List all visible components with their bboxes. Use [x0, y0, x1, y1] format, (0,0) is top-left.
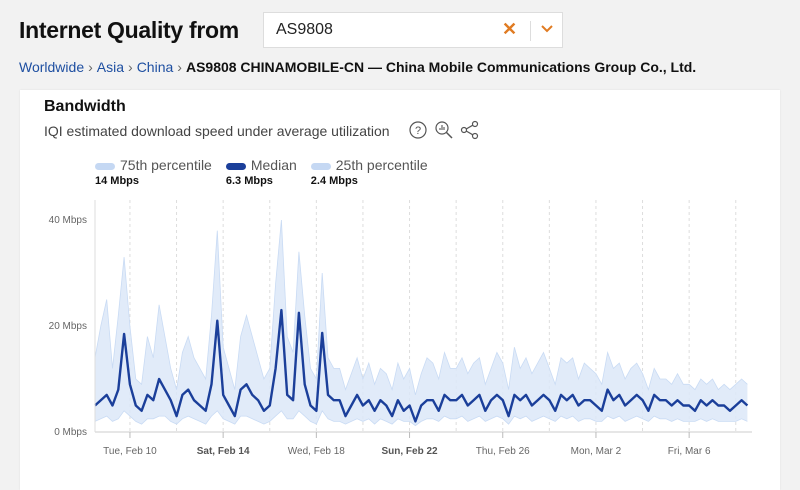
x-tick-label: Mon, Mar 2: [571, 446, 622, 457]
chevron-right-icon: ›: [128, 59, 133, 75]
network-search-box[interactable]: ✕: [263, 12, 563, 48]
bandwidth-chart[interactable]: 0 Mbps 20 Mbps 40 Mbps Tue, Feb 10 Sat, Feb …: [0, 0, 800, 476]
breadcrumb-asia[interactable]: Asia: [96, 59, 125, 75]
legend-swatch: [95, 162, 115, 170]
y-tick-label: 40 Mbps: [49, 215, 87, 226]
legend-value: 2.4 Mbps: [310, 175, 358, 187]
chevron-right-icon: ›: [88, 59, 93, 75]
card-subtitle: IQI estimated download speed under avera…: [44, 123, 390, 139]
percentile-band-area: [95, 220, 748, 426]
legend-label: Median: [250, 157, 297, 173]
x-tick-label: Sat, Feb 14: [197, 446, 250, 457]
y-tick-label: 0 Mbps: [54, 427, 87, 438]
breadcrumb-current: AS9808 CHINAMOBILE-CN — China Mobile Com…: [185, 59, 697, 75]
x-tick-label: Wed, Feb 18: [288, 446, 346, 457]
x-tick-label: Thu, Feb 26: [476, 446, 530, 457]
share-icon[interactable]: [460, 120, 480, 140]
legend-value: 14 Mbps: [95, 175, 140, 187]
bandwidth-card: Bandwidth IQI estimated download speed u…: [20, 90, 780, 490]
chevron-right-icon: ›: [177, 59, 182, 75]
x-icon[interactable]: ✕: [502, 19, 518, 39]
help-icon[interactable]: ?: [408, 120, 428, 140]
x-tick-label: Tue, Feb 10: [103, 446, 157, 457]
p25-series-line: [94, 409, 748, 427]
page-title: Internet Quality from: [19, 17, 239, 43]
legend-label: 25th percentile: [335, 157, 428, 173]
legend-label: 75th percentile: [120, 157, 212, 173]
legend-value: 6.3 Mbps: [225, 175, 273, 187]
chevron-down-icon[interactable]: [540, 22, 554, 36]
network-search-input[interactable]: [276, 21, 476, 39]
breadcrumb-worldwide[interactable]: Worldwide: [19, 59, 85, 75]
card-title: Bandwidth: [44, 98, 126, 115]
x-tick-label: Fri, Mar 6: [668, 446, 711, 457]
p75-series-line: [94, 219, 748, 396]
legend-item-p25[interactable]: 25th percentile 2.4 Mbps: [310, 157, 428, 187]
legend-item-median[interactable]: Median 6.3 Mbps: [225, 157, 297, 187]
median-series-line: [94, 308, 749, 423]
y-tick-label: 20 Mbps: [49, 321, 87, 332]
legend-swatch: [310, 162, 331, 170]
breadcrumb: Worldwide › Asia › China › AS9808 CHINAMOBILE-…: [19, 59, 696, 75]
zoom-icon[interactable]: [434, 120, 454, 140]
legend-item-p75[interactable]: 75th percentile 14 Mbps: [95, 157, 212, 187]
chart-legend: 75th percentile 14 Mbps Median 6.3 Mbps 25…: [95, 157, 442, 187]
x-tick-label: Sun, Feb 22: [381, 446, 438, 457]
legend-swatch: [225, 162, 246, 170]
breadcrumb-china[interactable]: China: [136, 59, 174, 75]
divider: [530, 21, 531, 41]
svg-text:?: ?: [415, 125, 421, 137]
